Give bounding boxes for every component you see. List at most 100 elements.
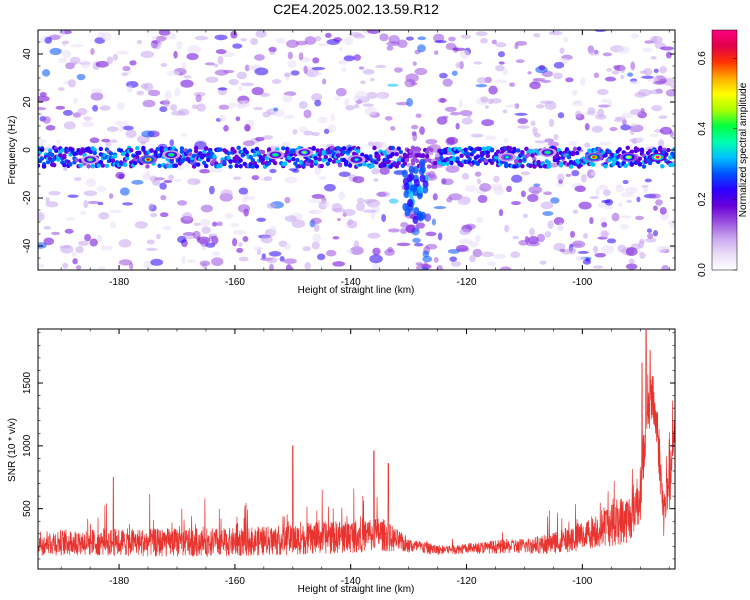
spectrogram-band-cell	[45, 159, 51, 165]
spectrogram-cell	[284, 196, 291, 204]
spectrogram-cell	[553, 133, 559, 141]
spectrogram-cell	[240, 82, 255, 87]
spectrogram-band-cell	[226, 155, 231, 161]
spectrogram-cell	[338, 59, 348, 65]
spectrogram-cell	[242, 236, 249, 243]
spectrogram-cell	[101, 31, 112, 41]
spectrogram-cell	[498, 209, 504, 217]
spectrogram-band-cell	[145, 164, 150, 169]
spectrogram-band-cell	[112, 154, 118, 159]
spectrogram-cell	[449, 111, 461, 116]
spectrogram-cell	[630, 61, 636, 71]
spectrogram-band-cell	[475, 154, 481, 159]
spectrogram-streak-cell	[408, 165, 415, 174]
spectrogram-band-cell	[323, 154, 329, 160]
spectrogram-cell	[498, 61, 505, 65]
spectrogram-band-cell	[455, 156, 460, 161]
spectrogram-cell	[589, 216, 594, 225]
spectrogram-cell	[65, 62, 75, 70]
spectrogram-cell	[236, 71, 247, 80]
spectrogram-cell	[205, 242, 216, 248]
spectrogram-cell	[59, 30, 65, 37]
spectrogram-cell	[574, 185, 586, 193]
spectrogram-band-cell	[518, 158, 523, 164]
spectrogram-cell	[572, 89, 578, 97]
spectrogram-cell	[344, 98, 350, 106]
spectrogram-cell	[42, 116, 51, 124]
spectrogram-cell	[571, 101, 584, 107]
spectrogram-cell	[208, 185, 215, 195]
spectrogram-cell	[449, 256, 458, 262]
spectrogram-cell	[56, 139, 61, 144]
spectrogram-cell	[251, 175, 260, 181]
spectrogram-band-cell	[611, 161, 616, 167]
spectrogram-band-cell	[38, 145, 41, 151]
spectrogram-cell	[211, 235, 219, 245]
spectrogram-cell	[331, 202, 343, 212]
spectrogram-band-cell	[60, 148, 65, 153]
spectrogram-cell	[388, 198, 399, 204]
spectrogram-band-cell	[433, 164, 438, 169]
spectrogram-cell	[168, 174, 175, 181]
spectrogram-band-cell	[56, 157, 61, 162]
spectrogram-cell	[235, 116, 241, 122]
spectrogram-cell	[273, 107, 279, 112]
spectrogram-cell	[238, 187, 249, 195]
spectrogram-band-cell	[394, 152, 399, 157]
spectrogram-cell	[49, 47, 62, 56]
spectrogram-cell	[419, 126, 425, 135]
spectrogram-cell	[237, 103, 243, 108]
spectrogram-cell	[114, 120, 129, 126]
y-tick-label: -40	[22, 238, 33, 253]
spectrogram-band-cell	[124, 152, 130, 158]
spectrogram-cell	[217, 55, 224, 65]
spectrogram-band-cell	[41, 164, 47, 169]
spectrogram-band-cell	[124, 155, 130, 161]
spectrogram-cell	[253, 246, 264, 251]
spectrogram-cell	[148, 203, 154, 211]
spectrogram-cell	[485, 135, 497, 141]
spectrogram-cell	[620, 124, 631, 131]
spectrogram-cell	[347, 218, 354, 226]
spectrogram-cell	[282, 94, 293, 103]
spectrogram-band-cell	[402, 161, 408, 166]
spectrogram-cell	[606, 67, 613, 72]
spectrogram-band-cell	[485, 153, 491, 159]
spectrogram-cell	[481, 119, 495, 127]
spectrogram-band-cell	[187, 148, 193, 153]
spectrogram-cell	[61, 49, 72, 59]
spectrogram-cell	[345, 105, 355, 111]
spectrogram-cell	[358, 66, 365, 70]
spectrogram-cell	[109, 139, 118, 144]
spectrogram-cell	[283, 243, 292, 250]
spectrogram-cell	[313, 72, 323, 76]
spectrogram-band-cell	[512, 146, 517, 152]
spectrogram-cell	[322, 78, 327, 85]
spectrogram-cell	[284, 215, 297, 222]
spectrogram-band-cell	[222, 159, 227, 165]
spectrogram-cell	[442, 78, 453, 87]
spectrogram-cell	[205, 76, 219, 83]
spectrogram-cell	[470, 133, 484, 138]
spectrogram-cell	[511, 200, 521, 206]
spectrogram-band-cell	[285, 149, 290, 155]
spectrogram-band-cell	[272, 160, 278, 166]
spectrogram-cell	[343, 55, 355, 62]
spectrogram-cell	[181, 133, 187, 138]
spectrogram-cell	[298, 126, 308, 133]
spectrogram-cell	[180, 79, 194, 88]
spectrogram-cell	[423, 261, 428, 269]
spectrogram-band-cell	[530, 149, 535, 155]
spectrogram-cell	[437, 98, 448, 103]
spectrogram-cell	[109, 221, 117, 229]
spectrogram-cell	[565, 77, 574, 83]
spectrogram-band-cell	[226, 151, 231, 156]
spectrogram-cell	[106, 126, 119, 132]
spectrogram-cell	[187, 45, 202, 54]
spectrogram-cell	[311, 241, 320, 250]
spectrogram-cell	[45, 197, 50, 204]
spectrogram-streak-cell	[413, 206, 420, 215]
spectrogram-cell	[279, 256, 285, 262]
spectrogram-band-cell	[637, 162, 643, 167]
spectrogram-cell	[61, 40, 70, 45]
